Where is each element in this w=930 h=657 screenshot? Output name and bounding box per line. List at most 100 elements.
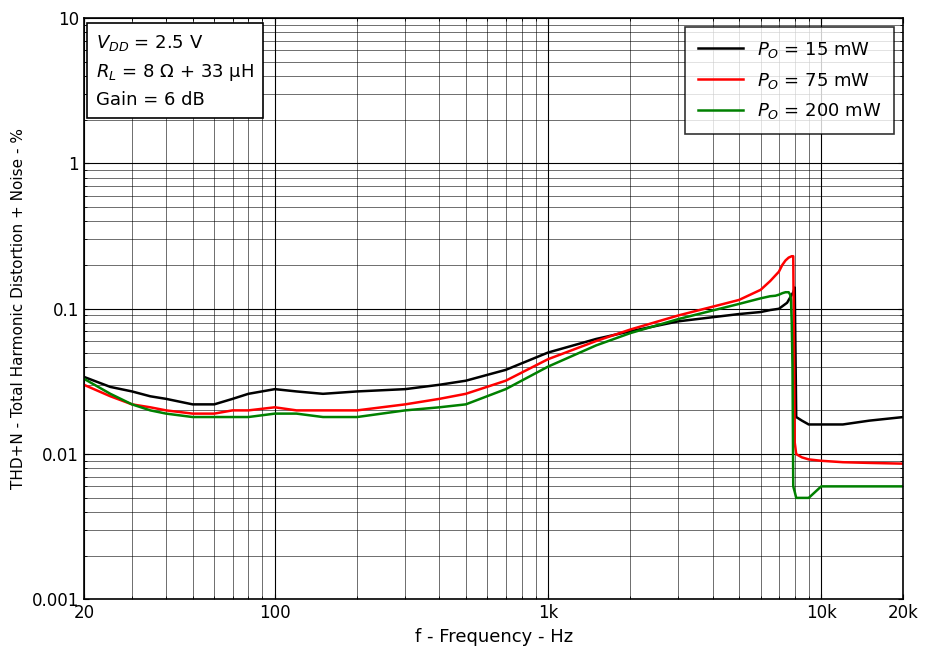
$P_O$ = 75 mW <box>187 410 198 418</box>
$P_O$ = 75 mW <box>105 392 116 400</box>
$P_O$ = 75 mW <box>591 337 602 345</box>
$P_O$ = 75 mW <box>764 277 776 285</box>
$P_O$ = 15 mW <box>243 390 254 397</box>
$P_O$ = 200 mW <box>796 494 807 502</box>
$P_O$ = 15 mW <box>78 373 89 381</box>
Line: $P_O$ = 200 mW: $P_O$ = 200 mW <box>84 292 903 498</box>
$P_O$ = 75 mW <box>243 407 254 415</box>
$P_O$ = 75 mW <box>788 252 799 260</box>
$P_O$ = 75 mW <box>755 286 766 294</box>
$P_O$ = 75 mW <box>291 407 302 415</box>
$P_O$ = 15 mW <box>433 381 445 389</box>
$P_O$ = 200 mW <box>625 329 636 337</box>
$P_O$ = 200 mW <box>816 482 827 490</box>
$P_O$ = 200 mW <box>227 413 238 421</box>
$P_O$ = 75 mW <box>783 254 794 261</box>
$P_O$ = 200 mW <box>774 291 785 299</box>
$P_O$ = 200 mW <box>145 407 156 415</box>
$P_O$ = 200 mW <box>433 403 445 411</box>
$P_O$ = 200 mW <box>755 294 766 302</box>
$P_O$ = 75 mW <box>796 453 807 461</box>
$P_O$ = 15 mW <box>734 310 745 318</box>
Legend: $P_O$ = 15 mW, $P_O$ = 75 mW, $P_O$ = 200 mW: $P_O$ = 15 mW, $P_O$ = 75 mW, $P_O$ = 20… <box>685 27 895 134</box>
$P_O$ = 15 mW <box>591 335 602 343</box>
$P_O$ = 15 mW <box>460 376 472 384</box>
Y-axis label: THD+N - Total Harmonic Distortion + Noise - %: THD+N - Total Harmonic Distortion + Nois… <box>11 128 26 489</box>
$P_O$ = 15 mW <box>500 366 512 374</box>
$P_O$ = 200 mW <box>317 413 328 421</box>
$P_O$ = 75 mW <box>542 355 553 363</box>
$P_O$ = 15 mW <box>804 420 815 428</box>
$P_O$ = 75 mW <box>897 460 909 468</box>
$P_O$ = 15 mW <box>897 413 909 421</box>
$P_O$ = 75 mW <box>672 311 684 319</box>
$P_O$ = 200 mW <box>126 400 138 408</box>
$P_O$ = 75 mW <box>126 400 138 408</box>
Line: $P_O$ = 15 mW: $P_O$ = 15 mW <box>84 288 903 424</box>
$P_O$ = 200 mW <box>105 390 116 397</box>
$P_O$ = 75 mW <box>816 457 827 464</box>
Text: $V_{DD}$ = 2.5 V
$R_L$ = 8 Ω + 33 μH
Gain = 6 dB: $V_{DD}$ = 2.5 V $R_L$ = 8 Ω + 33 μH Gai… <box>96 33 254 109</box>
$P_O$ = 75 mW <box>790 439 801 447</box>
$P_O$ = 15 mW <box>317 390 328 397</box>
$P_O$ = 200 mW <box>787 363 798 371</box>
$P_O$ = 15 mW <box>764 306 776 314</box>
$P_O$ = 15 mW <box>105 383 116 391</box>
$P_O$ = 15 mW <box>790 413 802 421</box>
$P_O$ = 200 mW <box>780 288 791 296</box>
$P_O$ = 75 mW <box>208 410 219 418</box>
$P_O$ = 75 mW <box>317 407 328 415</box>
$P_O$ = 200 mW <box>542 363 553 371</box>
$P_O$ = 15 mW <box>208 400 219 408</box>
$P_O$ = 15 mW <box>837 420 848 428</box>
$P_O$ = 15 mW <box>352 388 363 396</box>
$P_O$ = 75 mW <box>774 268 785 276</box>
$P_O$ = 75 mW <box>270 403 281 411</box>
Line: $P_O$ = 75 mW: $P_O$ = 75 mW <box>84 256 903 464</box>
$P_O$ = 75 mW <box>500 376 512 384</box>
$P_O$ = 15 mW <box>400 385 411 393</box>
$P_O$ = 75 mW <box>777 261 788 269</box>
$P_O$ = 15 mW <box>625 327 636 335</box>
$P_O$ = 200 mW <box>400 407 411 415</box>
$P_O$ = 200 mW <box>785 291 796 299</box>
$P_O$ = 200 mW <box>837 482 848 490</box>
$P_O$ = 200 mW <box>897 482 909 490</box>
$P_O$ = 200 mW <box>270 410 281 418</box>
$P_O$ = 15 mW <box>788 288 799 296</box>
$P_O$ = 200 mW <box>352 413 363 421</box>
$P_O$ = 75 mW <box>734 296 745 304</box>
$P_O$ = 200 mW <box>591 342 602 350</box>
$P_O$ = 75 mW <box>804 455 815 463</box>
$P_O$ = 15 mW <box>187 400 198 408</box>
$P_O$ = 200 mW <box>243 413 254 421</box>
$P_O$ = 75 mW <box>78 381 89 389</box>
$P_O$ = 15 mW <box>542 349 553 357</box>
$P_O$ = 200 mW <box>187 413 198 421</box>
$P_O$ = 200 mW <box>78 375 89 383</box>
$P_O$ = 200 mW <box>783 288 794 296</box>
$P_O$ = 15 mW <box>864 417 875 424</box>
$P_O$ = 200 mW <box>864 482 875 490</box>
$P_O$ = 15 mW <box>790 284 801 292</box>
$P_O$ = 200 mW <box>161 410 172 418</box>
$P_O$ = 75 mW <box>227 407 238 415</box>
$P_O$ = 75 mW <box>145 403 156 411</box>
$P_O$ = 200 mW <box>770 292 781 300</box>
$P_O$ = 200 mW <box>786 319 797 327</box>
$P_O$ = 200 mW <box>291 410 302 418</box>
$P_O$ = 200 mW <box>788 482 799 490</box>
$P_O$ = 200 mW <box>208 413 219 421</box>
$P_O$ = 200 mW <box>734 300 745 308</box>
$P_O$ = 75 mW <box>790 450 802 458</box>
$P_O$ = 200 mW <box>500 385 512 393</box>
$P_O$ = 200 mW <box>764 292 776 300</box>
$P_O$ = 15 mW <box>145 392 156 400</box>
$P_O$ = 200 mW <box>790 488 801 496</box>
X-axis label: f - Frequency - Hz: f - Frequency - Hz <box>415 628 573 646</box>
$P_O$ = 200 mW <box>460 400 472 408</box>
$P_O$ = 200 mW <box>777 289 788 297</box>
$P_O$ = 200 mW <box>790 494 802 502</box>
$P_O$ = 15 mW <box>227 395 238 403</box>
$P_O$ = 75 mW <box>352 407 363 415</box>
